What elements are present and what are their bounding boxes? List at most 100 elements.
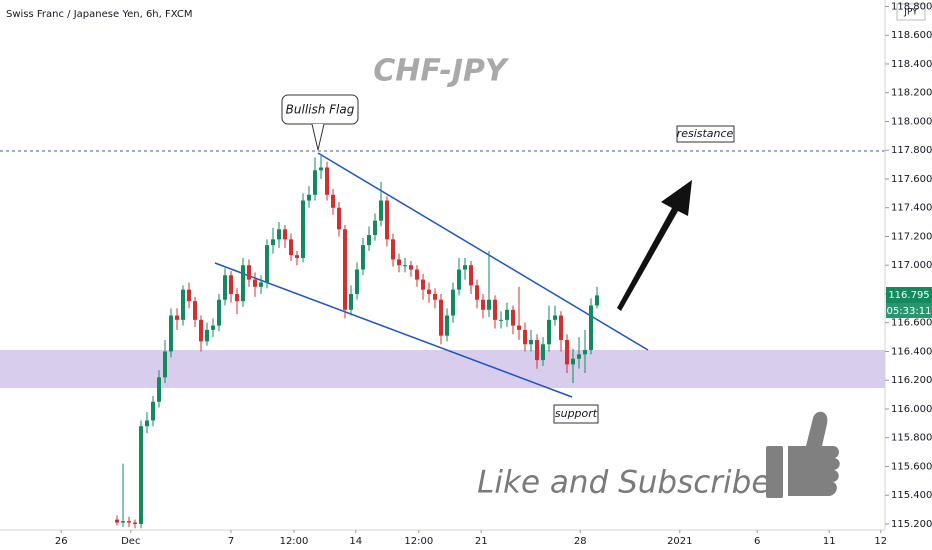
candle-body (115, 519, 119, 523)
candle-body (565, 339, 569, 365)
y-tick-label: 116.200 (891, 375, 932, 386)
candle-body (475, 285, 479, 300)
x-tick-label: 2021 (667, 536, 692, 547)
x-tick-label: 11 (823, 536, 836, 547)
y-tick-label: 118.000 (891, 116, 932, 127)
candle-body (145, 420, 149, 427)
candle-body (277, 229, 281, 240)
candle-body (205, 329, 209, 342)
candle-body (487, 299, 491, 310)
candle-body (169, 315, 173, 352)
candle-body (511, 309, 515, 326)
candle-body (541, 344, 545, 361)
candle-body (439, 299, 443, 336)
chart-title: CHF-JPY (373, 54, 510, 89)
x-tick-label: 12:00 (404, 536, 433, 547)
x-tick-label: 28 (574, 536, 587, 547)
x-tick-label: 26 (55, 536, 68, 547)
x-tick-label: 21 (475, 536, 488, 547)
candle-body (349, 293, 353, 310)
candle-body (319, 167, 323, 171)
candle-body (433, 293, 437, 300)
x-tick-label: 12:00 (280, 536, 309, 547)
candle-body (307, 194, 311, 201)
lower-trendline (214, 262, 573, 398)
x-tick-label: 6 (754, 536, 760, 547)
y-tick-label: 116.600 (891, 318, 932, 329)
candle-body (121, 521, 125, 523)
candle-body (457, 269, 461, 290)
y-tick-label: 117.000 (891, 260, 932, 271)
support-box (553, 404, 599, 424)
candle-body (421, 279, 425, 290)
candle-body (517, 325, 521, 330)
candle-body (505, 309, 509, 320)
candle-body (403, 265, 407, 267)
candle-body (445, 315, 449, 336)
currency-box (896, 3, 926, 21)
candle-body (241, 265, 245, 302)
candle-body (391, 239, 395, 260)
candle-body (367, 235, 371, 246)
y-tick-label: 118.600 (891, 30, 932, 41)
candle-body (211, 325, 215, 330)
price-axis (885, 0, 932, 550)
candle-body (535, 339, 539, 361)
x-tick-label: 12 (874, 536, 887, 547)
y-tick-label: 117.400 (891, 203, 932, 214)
candle-body (229, 275, 233, 294)
candle-body (577, 354, 581, 359)
y-tick-label: 117.800 (891, 145, 932, 156)
candle-body (157, 377, 161, 402)
y-tick-label: 115.200 (891, 519, 932, 530)
candle-body (547, 319, 551, 345)
candle-body (253, 279, 257, 287)
candle-body (583, 350, 587, 355)
candle-body (247, 265, 251, 280)
candle-body (217, 299, 221, 326)
flag-label: Bullish Flag (286, 103, 355, 117)
y-tick-label: 116.400 (891, 346, 932, 357)
candle-body (397, 259, 401, 266)
x-tick-label: Dec (121, 536, 140, 547)
currency-label: JPY (903, 8, 918, 18)
candle-body (559, 315, 563, 340)
y-tick-label: 118.400 (891, 59, 932, 70)
candle-body (481, 299, 485, 310)
candle-body (199, 319, 203, 342)
cta-text: Like and Subscribe! (477, 465, 783, 501)
candle-body (469, 265, 473, 286)
candles (115, 155, 599, 529)
candle-body (529, 339, 533, 345)
candle-body (271, 239, 275, 246)
candle-body (259, 282, 263, 287)
candle-body (325, 167, 329, 195)
candle-body (265, 245, 269, 283)
candle-body (127, 521, 131, 523)
candle-body (355, 269, 359, 294)
candle-body (235, 293, 239, 302)
support-label: support (555, 407, 598, 420)
y-tick-label: 118.800 (891, 1, 932, 12)
x-tick-label: 7 (228, 536, 234, 547)
candle-body (163, 351, 167, 378)
candle-body (553, 315, 557, 320)
price-tag (886, 287, 932, 303)
countdown-tag (886, 303, 932, 318)
time-axis (0, 530, 932, 550)
candle-body (379, 200, 383, 221)
candle-body (589, 305, 593, 351)
candle-body (361, 245, 365, 270)
candle-body (175, 315, 179, 320)
candle-body (523, 329, 527, 345)
candle-body (409, 265, 413, 270)
candle-body (373, 220, 377, 236)
candle-body (139, 426, 143, 524)
y-tick-label: 115.400 (891, 490, 932, 501)
candle-body (499, 319, 503, 321)
current-price: 116.795 (888, 290, 929, 301)
candle-body (223, 275, 227, 300)
candle-body (283, 229, 287, 240)
candle-body (331, 194, 335, 208)
